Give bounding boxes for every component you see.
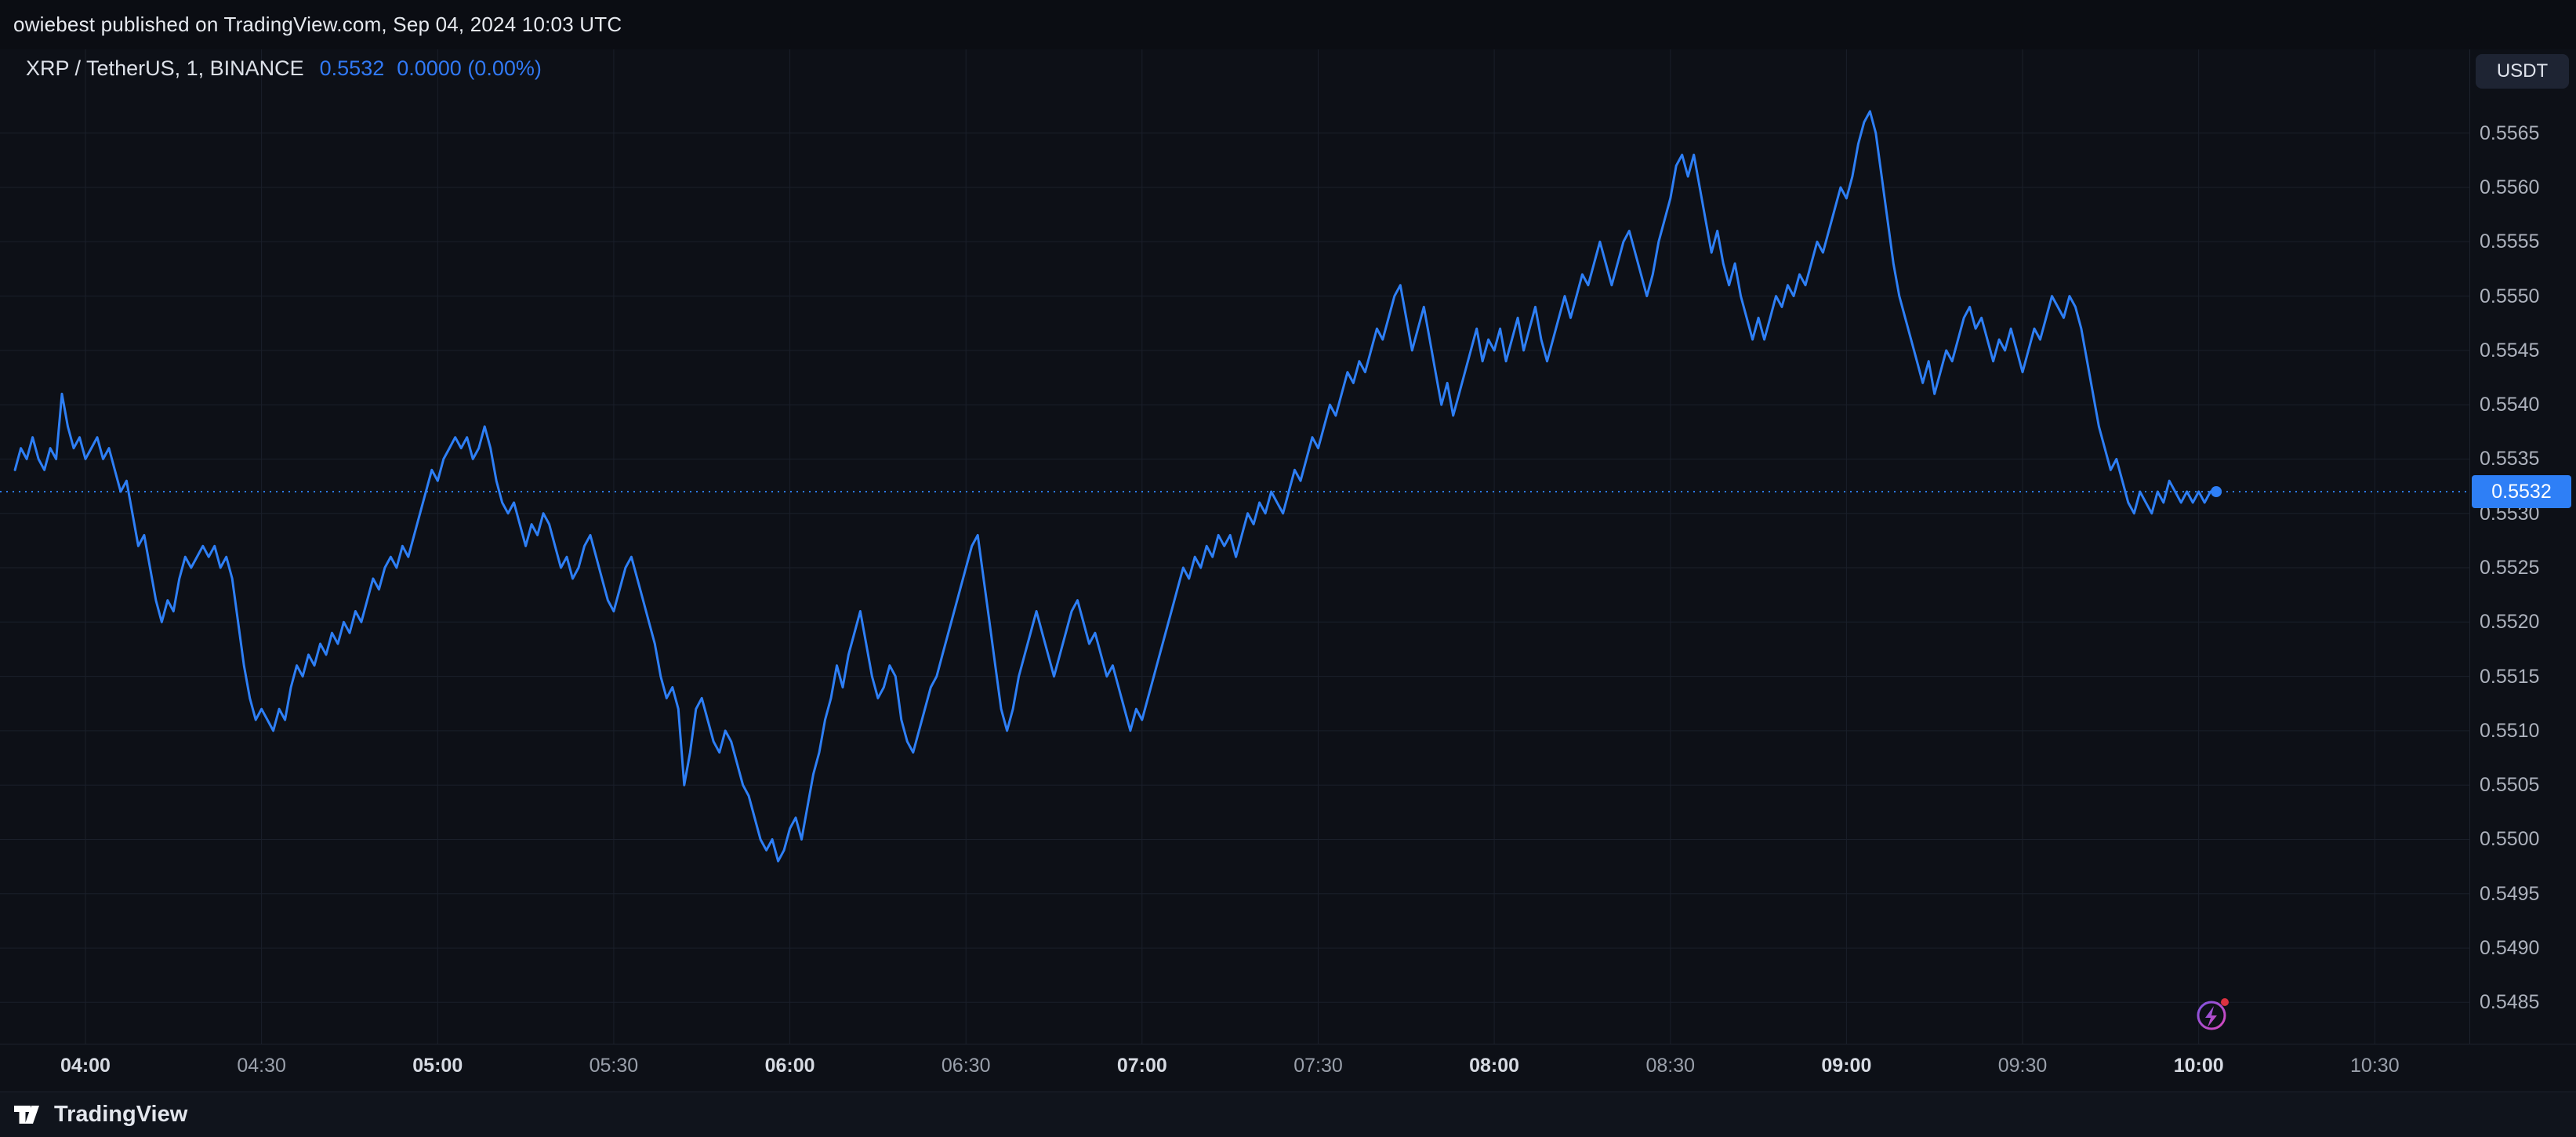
time-tick-label: 10:30 [2350, 1055, 2400, 1077]
time-tick-label: 07:30 [1293, 1055, 1343, 1077]
time-tick-label: 09:00 [1821, 1055, 1872, 1077]
chart-canvas[interactable] [0, 49, 2469, 1044]
lightning-icon [2197, 1001, 2226, 1030]
price-tick-label: 0.5555 [2480, 231, 2540, 253]
notification-dot [2221, 998, 2229, 1006]
boost-button[interactable] [2194, 995, 2232, 1033]
symbol-title[interactable]: XRP / TetherUS, 1, BINANCE [26, 56, 304, 80]
footer-brand[interactable]: TradingView [54, 1102, 188, 1127]
price-tick-label: 0.5560 [2480, 176, 2540, 198]
price-tick-label: 0.5495 [2480, 882, 2540, 905]
price-tick-label: 0.5545 [2480, 339, 2540, 361]
time-tick-label: 05:30 [589, 1055, 639, 1077]
time-tick-label: 08:30 [1645, 1055, 1696, 1077]
time-tick-label: 09:30 [1997, 1055, 2048, 1077]
price-tick-label: 0.5565 [2480, 122, 2540, 144]
time-tick-label: 07:00 [1116, 1055, 1167, 1077]
price-tick-label: 0.5485 [2480, 991, 2540, 1014]
price-tick-label: 0.5505 [2480, 774, 2540, 797]
publish-bar: owiebest published on TradingView.com, S… [0, 0, 2576, 49]
change-value: 0.0000 (0.00%) [397, 56, 542, 80]
last-price-value: 0.5532 [319, 56, 385, 80]
price-tick-label: 0.5515 [2480, 665, 2540, 688]
price-tick-label: 0.5540 [2480, 394, 2540, 416]
time-tick-label: 04:30 [237, 1055, 286, 1077]
publish-text: owiebest published on TradingView.com, S… [13, 13, 622, 36]
last-price-badge: 0.5532 [2472, 475, 2571, 509]
price-tick-label: 0.5535 [2480, 448, 2540, 470]
time-tick-label: 06:30 [941, 1055, 991, 1077]
price-tick-label: 0.5550 [2480, 285, 2540, 307]
time-tick-label: 10:00 [2173, 1055, 2224, 1077]
time-tick-label: 06:00 [764, 1055, 815, 1077]
footer-bar: TradingView [0, 1092, 2576, 1137]
price-axis[interactable]: USDT 0.5485 0.5490 0.5495 0.5500 0.5505 0.551… [2469, 49, 2576, 1044]
time-axis[interactable]: 04:00 04:30 05:00 05:30 06:00 06:30 07:00 07:30… [0, 1044, 2576, 1092]
currency-toggle-button[interactable]: USDT [2476, 54, 2569, 89]
price-tick-label: 0.5500 [2480, 828, 2540, 851]
chart-pane[interactable]: XRP / TetherUS, 1, BINANCE 0.5532 0.0000… [0, 49, 2469, 1044]
price-tick-label: 0.5525 [2480, 557, 2540, 579]
price-tick-label: 0.5520 [2480, 611, 2540, 634]
legend-values: 0.5532 0.0000 (0.00%) [320, 56, 542, 81]
price-tick-label: 0.5490 [2480, 937, 2540, 960]
chart-legend: XRP / TetherUS, 1, BINANCE 0.5532 0.0000… [26, 56, 542, 81]
time-tick-label: 05:00 [412, 1055, 463, 1077]
time-tick-label: 04:00 [60, 1055, 111, 1077]
price-tick-label: 0.5510 [2480, 719, 2540, 742]
time-tick-label: 08:00 [1469, 1055, 1520, 1077]
tradingview-logo[interactable] [14, 1106, 44, 1124]
